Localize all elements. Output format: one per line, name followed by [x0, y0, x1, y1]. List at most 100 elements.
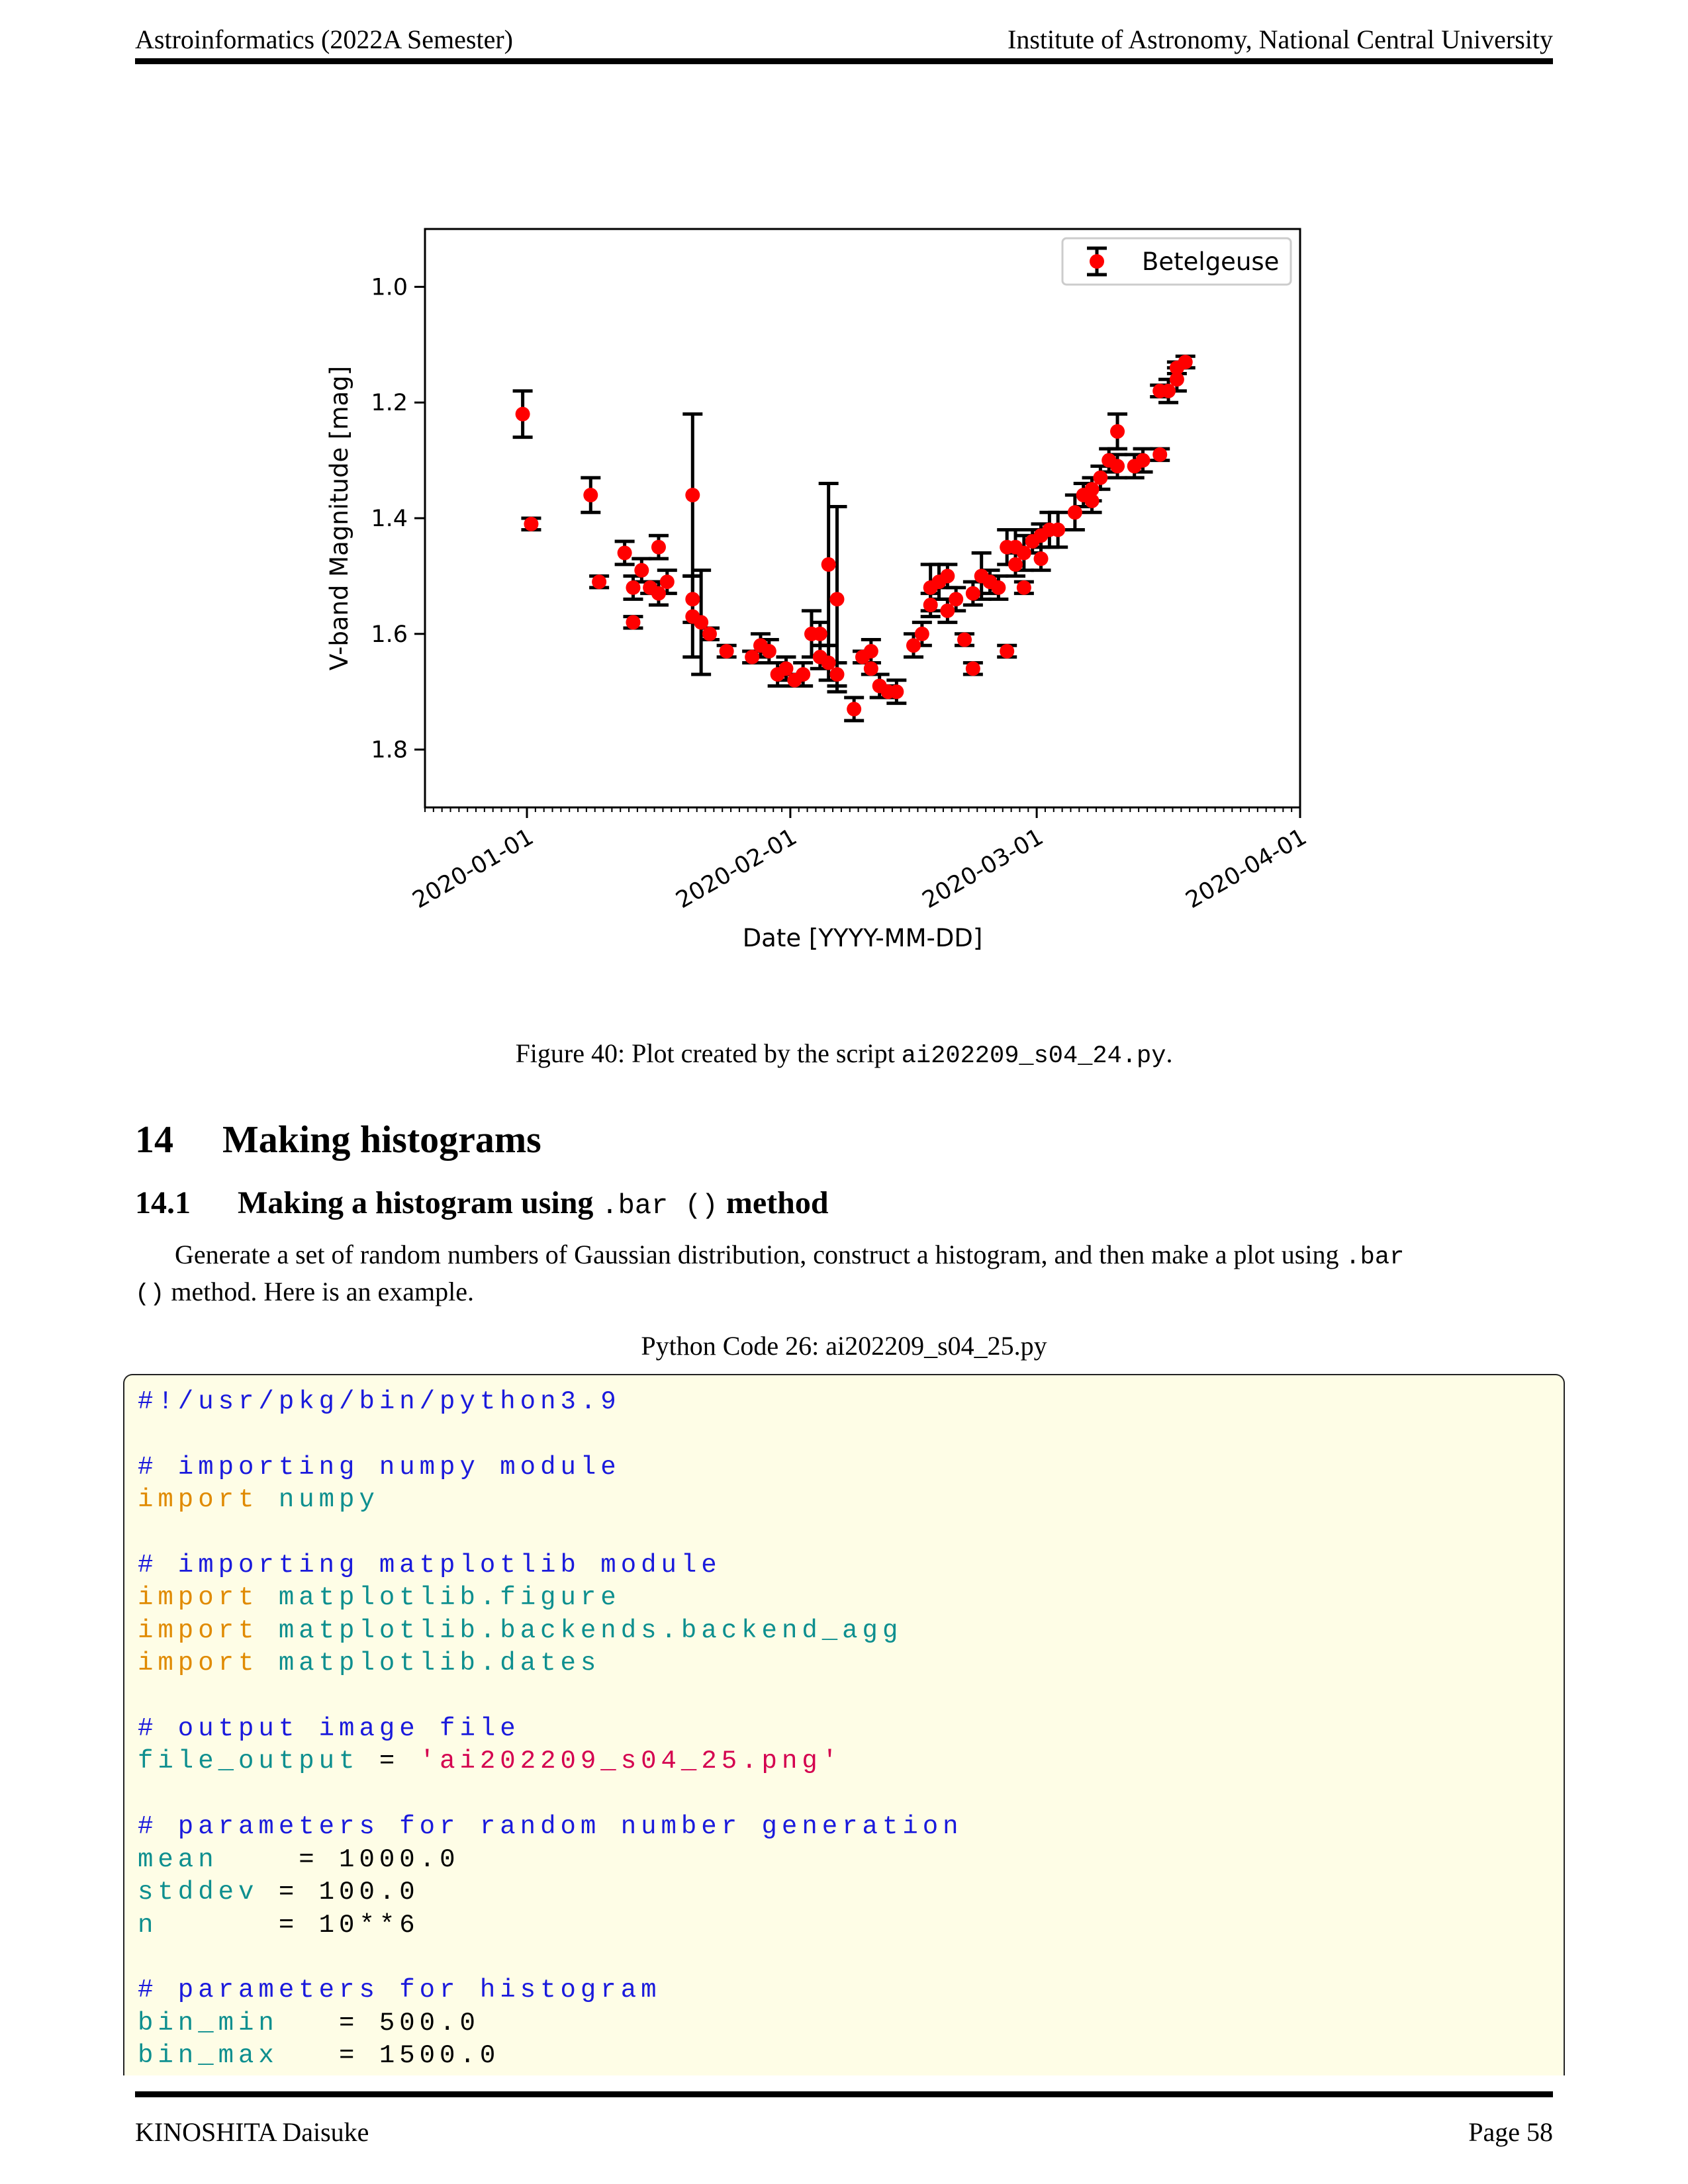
- data-point: [889, 684, 904, 700]
- page-header: Astroinformatics (2022A Semester) Instit…: [135, 24, 1553, 57]
- data-point: [702, 626, 717, 641]
- data-point: [626, 580, 641, 595]
- code-variable: n: [138, 1910, 158, 1940]
- code-operator: =: [359, 1747, 420, 1776]
- data-point: [1084, 482, 1100, 497]
- paragraph-code-1: .bar: [1345, 1244, 1405, 1271]
- data-point: [659, 574, 675, 590]
- header-institute: Institute of Astronomy, National Central…: [1008, 24, 1553, 54]
- code-comment: # parameters for random number generatio…: [138, 1812, 963, 1842]
- code-assignment: = 500.0: [278, 2008, 480, 2038]
- data-point: [1016, 545, 1031, 561]
- subsection-heading: 14.1 Making a histogram using .bar () met…: [135, 1185, 829, 1222]
- y-axis-label: V-band Magnitude [mag]: [325, 366, 353, 670]
- data-point: [1008, 557, 1023, 572]
- data-point: [1152, 447, 1168, 462]
- data-point: [694, 615, 709, 630]
- caption-suffix: .: [1166, 1038, 1173, 1068]
- code-variable: stddev: [138, 1878, 259, 1907]
- data-point: [829, 666, 845, 682]
- body-paragraph: Generate a set of random numbers of Gaus…: [135, 1238, 1553, 1312]
- data-point: [821, 557, 836, 572]
- data-point: [778, 661, 794, 676]
- code-assignment: = 1000.0: [218, 1844, 460, 1874]
- code-module: matplotlib.backends.backend_agg: [278, 1615, 903, 1645]
- legend-label: Betelgeuse: [1142, 248, 1279, 276]
- data-point: [812, 626, 827, 641]
- code-module: numpy: [278, 1485, 379, 1515]
- x-tick-label: 2020-01-01: [408, 824, 538, 914]
- figure-40: 2020-01-01 2020-02-01 2020-03-01 2020-04-01…: [318, 212, 1337, 973]
- x-tick-label: 2020-04-01: [1182, 824, 1311, 914]
- data-point: [1110, 459, 1125, 474]
- subsection-title-prefix: Making a histogram using: [238, 1185, 602, 1220]
- data-point: [745, 649, 760, 664]
- code-comment: # importing matplotlib module: [138, 1551, 722, 1580]
- data-point: [957, 632, 972, 647]
- code-shebang: #!/usr/pkg/bin/python3.9: [138, 1387, 621, 1416]
- data-point: [515, 406, 530, 422]
- paragraph-text-2: method. Here is an example.: [164, 1277, 475, 1306]
- data-point: [923, 598, 938, 613]
- y-tick-label: 1.8: [371, 737, 408, 764]
- y-tick-label: 1.0: [371, 274, 408, 300]
- data-point: [863, 644, 878, 659]
- header-course: Astroinformatics (2022A Semester): [135, 24, 513, 54]
- code-listing: #!/usr/pkg/bin/python3.9 # importing num…: [123, 1374, 1565, 2075]
- code-module: matplotlib.dates: [278, 1649, 601, 1678]
- data-point: [634, 563, 649, 578]
- footer-rule: [135, 2091, 1553, 2097]
- data-point: [863, 661, 878, 676]
- code-block: #!/usr/pkg/bin/python3.9 # importing num…: [124, 1375, 1564, 2073]
- code-variable: bin_min: [138, 2008, 279, 2038]
- data-point: [1016, 580, 1031, 595]
- header-rule: [135, 58, 1553, 64]
- data-point: [685, 488, 700, 503]
- betelgeuse-chart: 2020-01-01 2020-02-01 2020-03-01 2020-04-01…: [325, 228, 1311, 952]
- page-footer: KINOSHITA Daisuke Page 58: [135, 2116, 1553, 2150]
- section-heading: 14 Making histograms: [135, 1117, 541, 1161]
- subsection-title-code: .bar (): [601, 1190, 718, 1222]
- data-point: [991, 580, 1006, 595]
- caption-script: ai202209_s04_24.py: [901, 1042, 1166, 1070]
- data-point: [761, 644, 776, 659]
- data-point: [965, 586, 980, 601]
- data-point: [617, 545, 632, 561]
- data-point: [940, 569, 955, 584]
- code-comment: # importing numpy module: [138, 1452, 621, 1482]
- data-point: [847, 702, 862, 717]
- code-variable: mean: [138, 1844, 218, 1874]
- legend-marker: [1090, 254, 1104, 269]
- code-assignment: = 10**6: [158, 1910, 420, 1940]
- paragraph-text-1: Generate a set of random numbers of Gaus…: [175, 1240, 1346, 1269]
- code-comment: # output image file: [138, 1714, 520, 1744]
- data-point: [1135, 453, 1150, 468]
- y-tick-label: 1.2: [371, 390, 408, 416]
- data-point: [914, 626, 929, 641]
- y-tick-label: 1.4: [371, 506, 408, 532]
- section-number: 14: [135, 1118, 173, 1161]
- data-point: [1084, 493, 1100, 508]
- caption-prefix: Figure 40: Plot created by the script: [515, 1038, 902, 1068]
- subsection-title-suffix: method: [718, 1185, 829, 1220]
- y-tick-label: 1.6: [371, 621, 408, 648]
- footer-author: KINOSHITA Daisuke: [135, 2117, 369, 2147]
- x-axis-label: Date [YYYY-MM-DD]: [743, 924, 983, 952]
- data-point: [1169, 372, 1184, 387]
- footer-page-number: Page 58: [1468, 2117, 1553, 2147]
- code-assignment: = 1500.0: [278, 2041, 500, 2071]
- data-point: [965, 661, 980, 676]
- code-module: matplotlib.figure: [278, 1583, 621, 1613]
- code-keyword: import: [138, 1485, 259, 1515]
- figure-caption: Figure 40: Plot created by the script ai…: [0, 1038, 1688, 1070]
- legend-box: [1061, 237, 1292, 286]
- code-assignment: = 100.0: [258, 1878, 420, 1907]
- code-string: 'ai202209_s04_25.png': [419, 1747, 843, 1776]
- subsection-number: 14.1: [135, 1185, 191, 1220]
- data-point: [1033, 551, 1049, 567]
- data-point: [626, 615, 641, 630]
- data-point: [1110, 424, 1125, 439]
- code-comment: # parameters for histogram: [138, 1976, 661, 2005]
- data-point: [1093, 470, 1108, 485]
- data-point: [524, 516, 539, 531]
